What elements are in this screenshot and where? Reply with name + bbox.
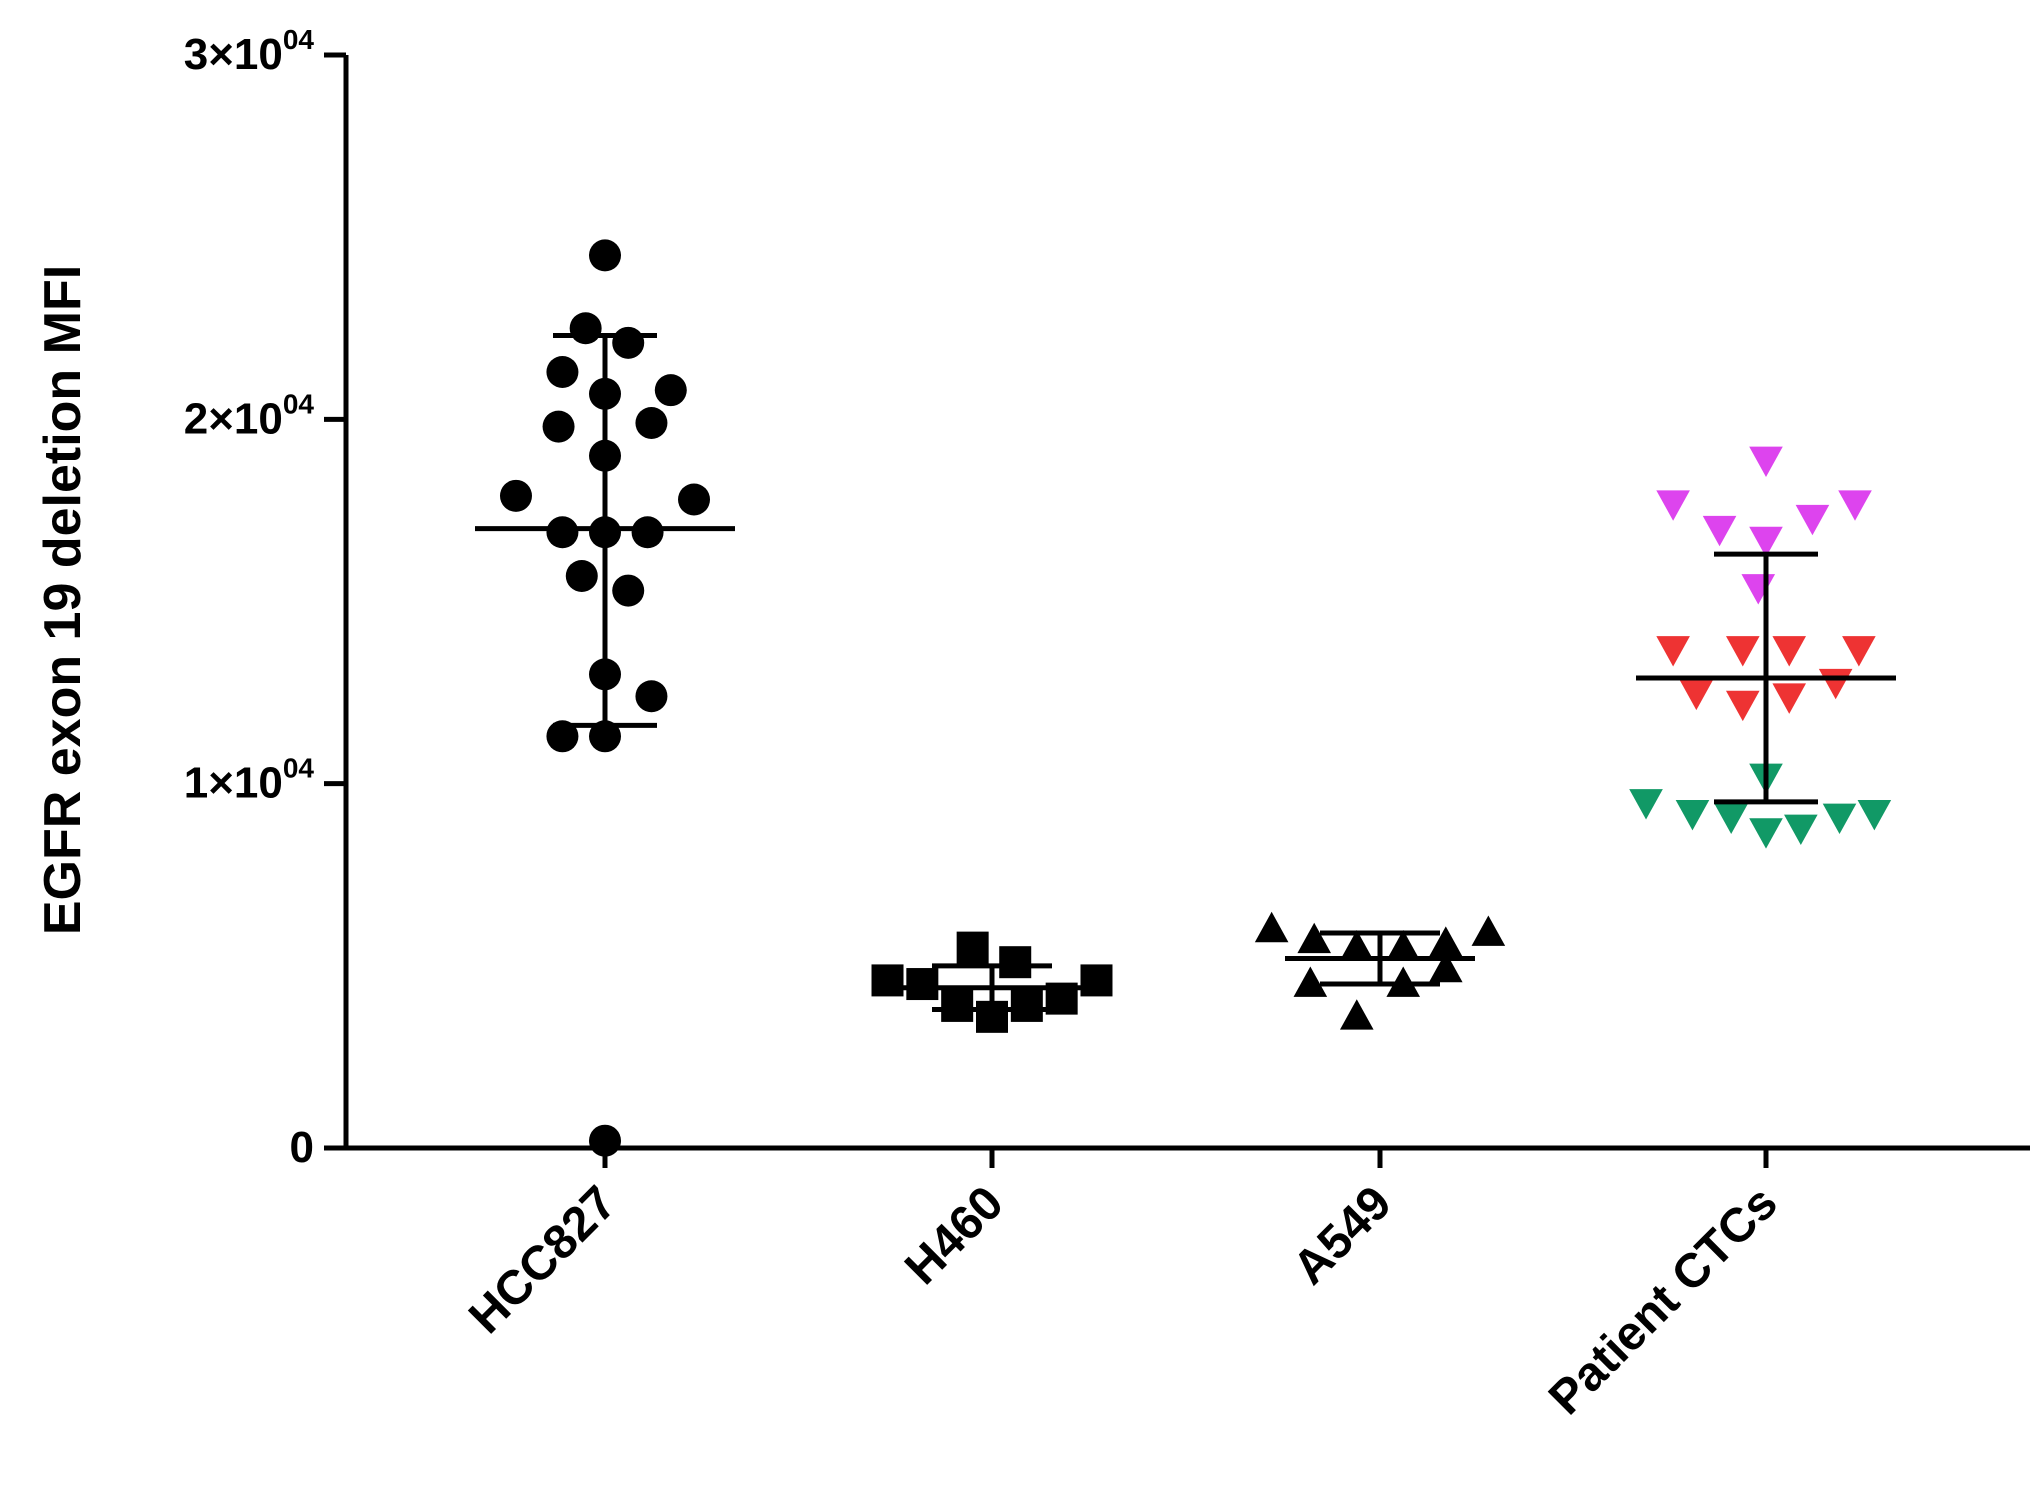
data-point bbox=[542, 410, 575, 443]
data-point bbox=[1741, 574, 1776, 605]
y-tick-label: 3×1004 bbox=[184, 24, 315, 79]
x-tick-label: Patient CTCs bbox=[1539, 1176, 1788, 1425]
y-tick-label: 1×1004 bbox=[184, 753, 315, 808]
x-tick-label: H460 bbox=[895, 1176, 1014, 1295]
data-point bbox=[1749, 446, 1783, 478]
data-point bbox=[546, 720, 579, 753]
data-point bbox=[1818, 668, 1853, 700]
data-point bbox=[569, 312, 602, 345]
group-h460 bbox=[871, 931, 1113, 1033]
data-point bbox=[1772, 683, 1807, 714]
data-point bbox=[635, 680, 668, 713]
data-point bbox=[1749, 526, 1783, 558]
data-point bbox=[956, 931, 989, 964]
group-patient-ctcs bbox=[1629, 446, 1896, 849]
data-point bbox=[1679, 679, 1714, 711]
data-point bbox=[871, 964, 904, 997]
data-point bbox=[1749, 818, 1783, 849]
data-point bbox=[1428, 951, 1463, 983]
data-point bbox=[565, 559, 598, 592]
data-point bbox=[1822, 803, 1857, 835]
data-point bbox=[1293, 966, 1328, 997]
data-point bbox=[941, 989, 974, 1022]
data-point bbox=[589, 1124, 621, 1157]
data-point bbox=[612, 326, 645, 359]
data-point bbox=[1842, 636, 1876, 667]
data-point bbox=[1254, 911, 1289, 943]
data-point bbox=[1629, 789, 1663, 820]
data-point bbox=[1297, 922, 1332, 954]
data-point bbox=[1656, 490, 1690, 521]
data-point bbox=[1714, 803, 1748, 835]
data-point bbox=[906, 968, 939, 1001]
data-point bbox=[546, 516, 579, 549]
x-tick-label: A549 bbox=[1283, 1176, 1402, 1295]
data-point bbox=[612, 574, 645, 607]
data-point bbox=[1471, 915, 1506, 946]
data-point bbox=[1784, 814, 1818, 845]
data-point bbox=[1725, 636, 1760, 667]
data-point bbox=[589, 239, 621, 272]
y-tick-label: 0 bbox=[290, 1123, 314, 1172]
data-point bbox=[1339, 930, 1374, 961]
data-point bbox=[1838, 490, 1872, 521]
data-point bbox=[499, 479, 532, 512]
data-point bbox=[589, 720, 621, 753]
y-tick-label: 2×1004 bbox=[184, 388, 315, 443]
data-point bbox=[1656, 636, 1690, 667]
data-point bbox=[1339, 999, 1374, 1030]
data-point bbox=[1010, 989, 1043, 1022]
data-point bbox=[1675, 800, 1710, 831]
data-point bbox=[654, 374, 687, 407]
data-point bbox=[1795, 504, 1830, 536]
y-axis-title: EGFR exon 19 deletion MFI bbox=[34, 265, 92, 935]
group-a549 bbox=[1254, 911, 1506, 1030]
data-point bbox=[1857, 800, 1892, 831]
data-point bbox=[1428, 926, 1463, 957]
data-point bbox=[999, 946, 1032, 979]
group-hcc827 bbox=[475, 239, 735, 1157]
data-point bbox=[1702, 515, 1737, 547]
data-point bbox=[1080, 964, 1113, 997]
data-point bbox=[1772, 636, 1807, 667]
data-point bbox=[546, 355, 579, 388]
data-point bbox=[1725, 690, 1760, 722]
x-tick-label: HCC827 bbox=[459, 1176, 627, 1344]
data-point bbox=[635, 406, 668, 439]
data-point bbox=[1386, 930, 1421, 961]
data-point bbox=[631, 516, 664, 549]
data-point bbox=[678, 483, 711, 516]
